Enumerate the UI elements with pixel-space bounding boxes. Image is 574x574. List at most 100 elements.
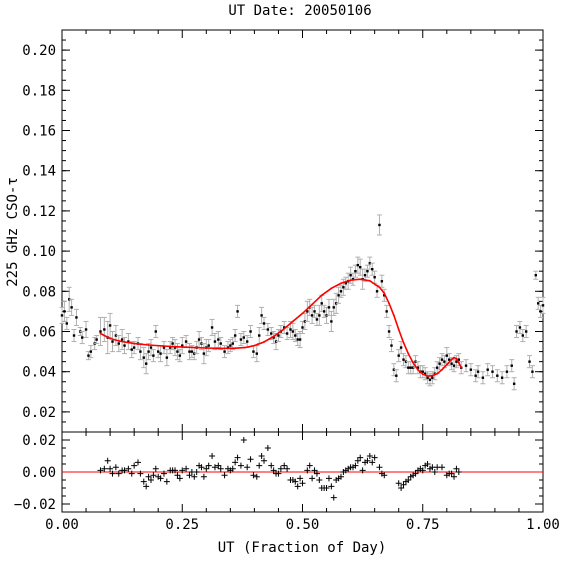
fit-point <box>426 375 429 378</box>
residual-point <box>376 464 383 471</box>
residual-point <box>268 462 275 469</box>
data-point <box>173 346 177 349</box>
residual-point <box>448 470 455 477</box>
data-point <box>315 318 319 321</box>
data-point <box>366 270 369 273</box>
fit-point <box>253 344 256 347</box>
data-point <box>474 374 477 377</box>
fit-point <box>417 368 419 371</box>
data-point <box>431 376 434 379</box>
data-point <box>496 374 499 377</box>
data-point <box>233 334 237 337</box>
data-point <box>289 328 292 331</box>
residual-point <box>297 475 304 482</box>
data-point <box>435 366 439 369</box>
residual-point <box>131 462 138 469</box>
fit-point <box>445 363 448 366</box>
y-tick-label: 0.08 <box>22 284 56 300</box>
data-point <box>114 334 118 337</box>
residual-point <box>453 465 460 472</box>
data-point <box>443 360 446 363</box>
residual-point <box>281 462 288 469</box>
residual-point <box>371 454 378 461</box>
residual-point <box>237 462 244 469</box>
fit-point <box>147 344 150 346</box>
residual-point <box>140 478 147 485</box>
data-point <box>154 330 157 333</box>
residual-point <box>292 478 299 485</box>
data-point <box>176 350 179 353</box>
data-point <box>380 280 384 283</box>
data-point <box>426 376 429 379</box>
residual-point <box>137 470 144 477</box>
data-point <box>512 382 516 385</box>
data-point <box>421 370 424 373</box>
fit-point <box>368 279 371 282</box>
residual-point <box>104 457 111 464</box>
residual-point <box>438 464 445 471</box>
data-point <box>255 352 259 355</box>
residual-point <box>451 473 458 480</box>
data-point <box>375 290 379 293</box>
y-tick-label: 0.06 <box>22 325 56 341</box>
data-point <box>202 352 206 355</box>
data-point <box>327 306 331 309</box>
fit-point <box>282 328 285 331</box>
fit-point <box>99 332 102 335</box>
data-point <box>149 346 153 349</box>
residual-point <box>157 475 164 482</box>
fit-point <box>407 352 410 355</box>
data-point <box>524 330 528 333</box>
data-point <box>330 320 333 323</box>
fit-point <box>330 287 333 290</box>
residual-point <box>143 483 150 490</box>
top-panel: 0.02 0.04 0.06 0.08 0.10 0.12 0.14 0.16 0.18 0.20 <box>22 29 546 433</box>
residual-point <box>234 454 241 461</box>
residual-point <box>217 465 224 472</box>
data-point <box>184 340 188 343</box>
residual-point <box>232 459 239 466</box>
y-axis-label: 225 GHz CSO-τ <box>5 177 21 287</box>
data-point <box>510 364 513 367</box>
residual-point <box>455 469 462 475</box>
y-tick-label: −0.02 <box>14 497 56 513</box>
data-point <box>500 376 504 379</box>
y-tick-label: 0.14 <box>22 164 56 180</box>
fit-point <box>205 347 208 349</box>
data-point <box>152 354 155 357</box>
data-point <box>318 314 321 317</box>
data-point <box>260 314 263 317</box>
data-point <box>450 362 453 365</box>
residual-point <box>294 483 301 490</box>
fit-point <box>320 294 323 297</box>
fit-point <box>460 366 463 369</box>
data-point <box>464 364 468 367</box>
data-point <box>108 324 112 327</box>
residual-point <box>352 462 359 469</box>
y-tick-label: 0.10 <box>22 244 56 260</box>
residual-point <box>431 469 438 475</box>
residual-point <box>275 470 282 477</box>
residual-point <box>405 477 412 483</box>
data-point <box>169 346 172 349</box>
data-point <box>231 342 234 345</box>
fit-point <box>431 374 434 377</box>
fit-point <box>457 361 460 364</box>
residual-point <box>364 457 371 464</box>
data-point <box>252 350 255 353</box>
data-point <box>111 340 114 343</box>
residual-point <box>172 467 179 474</box>
residual-point <box>359 467 366 474</box>
residual-point <box>115 470 122 477</box>
data-point <box>60 314 64 317</box>
residual-point <box>128 470 135 477</box>
residual-point <box>112 464 119 471</box>
x-tick-label: 0.00 <box>45 517 79 533</box>
residual-point <box>107 465 114 472</box>
data-point <box>242 336 246 339</box>
data-point <box>438 362 441 365</box>
fit-point <box>383 292 386 295</box>
data-point <box>266 328 270 331</box>
residual-point <box>101 465 108 472</box>
data-point <box>159 352 162 355</box>
